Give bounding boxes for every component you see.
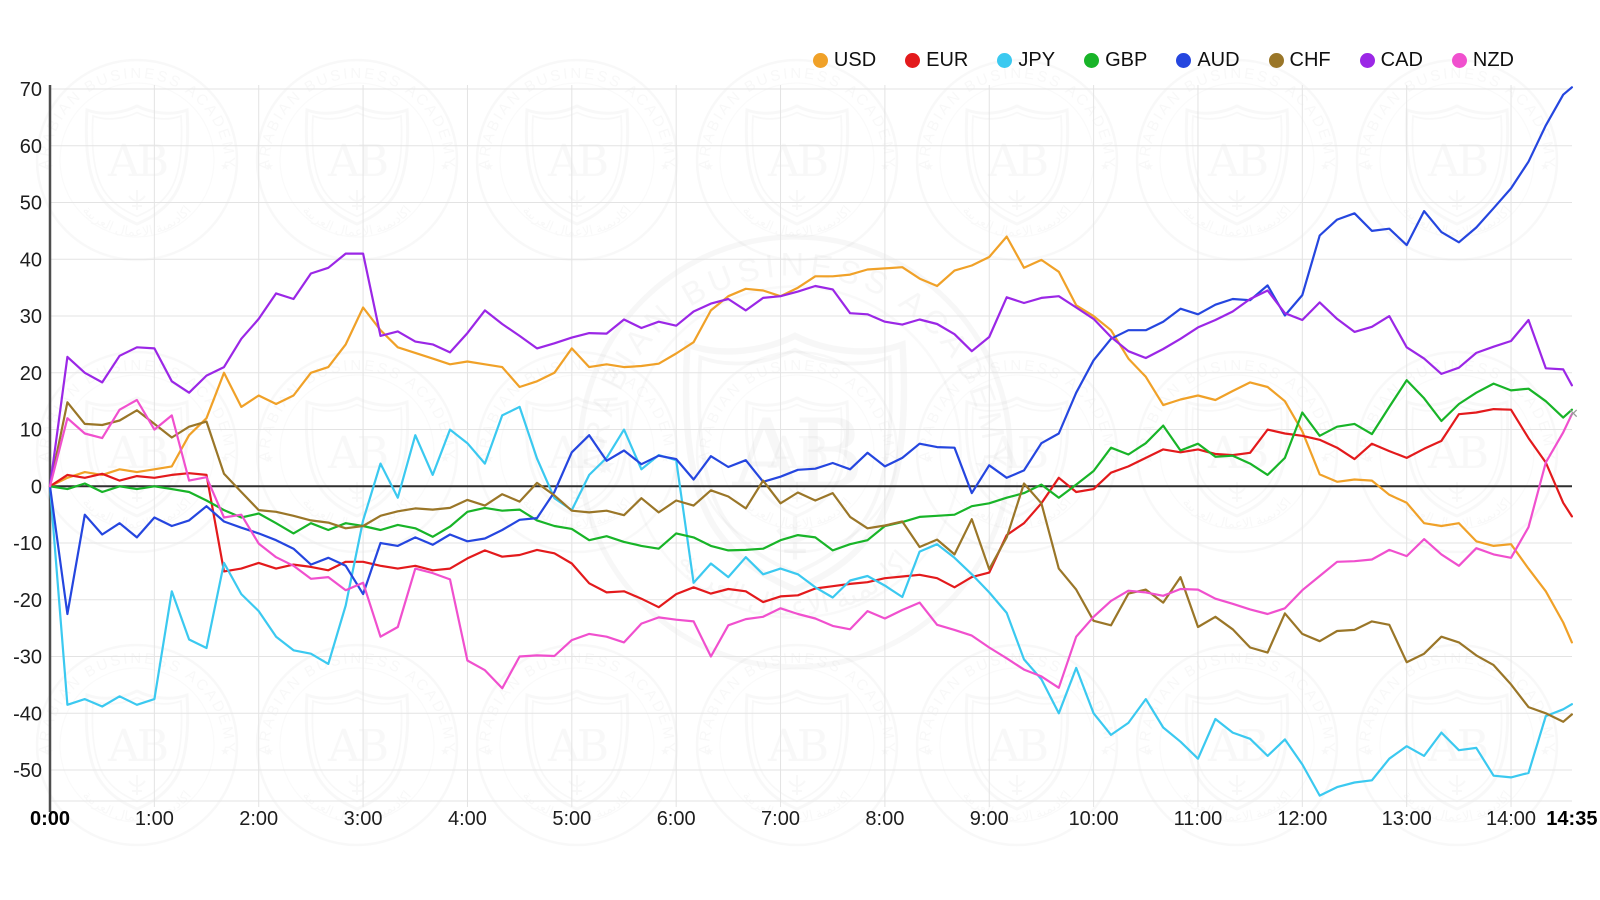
x-tick-label: 4:00 — [448, 808, 487, 830]
watermark-tile — [474, 350, 680, 554]
x-tick-label: 12:00 — [1277, 808, 1327, 830]
legend-dot-nzd — [1451, 53, 1467, 68]
x-tick-label: 14:00 — [1486, 808, 1536, 830]
watermark-tile — [1134, 58, 1340, 262]
x-tick-label: 14:35 — [1546, 808, 1597, 830]
legend-label: JPY — [1018, 49, 1056, 71]
axis-layer — [48, 85, 1572, 812]
x-tick-label: 3:00 — [344, 808, 383, 830]
series-line-cad — [48, 252, 1574, 488]
x-tick-label: 13:00 — [1382, 808, 1432, 830]
watermark-tile — [34, 58, 240, 262]
watermark-layer — [34, 58, 1560, 847]
watermark-tile — [914, 58, 1120, 262]
y-tick-label: 0 — [31, 476, 42, 498]
series-line-jpy — [48, 405, 1574, 797]
legend-label: EUR — [926, 49, 969, 71]
legend-dot-chf — [1268, 53, 1284, 68]
y-tick-label: -20 — [13, 590, 42, 612]
last-value-marker: ✕ — [1568, 406, 1579, 421]
legend-dot-gbp — [1084, 53, 1100, 68]
legend-label: USD — [833, 49, 877, 71]
watermark-tile — [474, 58, 680, 262]
watermark-tile — [1354, 350, 1560, 554]
legend-label: NZD — [1472, 49, 1514, 71]
series-line-nzd — [48, 398, 1574, 690]
y-tick-label: 70 — [20, 79, 42, 101]
series-line-aud — [48, 86, 1574, 616]
y-tick-label: 20 — [20, 363, 42, 385]
axis-labels-layer: 70 60 50 40 30 20 10 0 -10 -20 -30 -40 -50 0:00 1:00 2:… — [13, 79, 1597, 830]
grid-layer — [50, 85, 1572, 807]
y-tick-label: -10 — [13, 533, 42, 555]
x-tick-label: 7:00 — [761, 808, 800, 830]
y-tick-label: 10 — [20, 420, 42, 442]
legend-label: AUD — [1197, 49, 1240, 71]
x-tick-label: 5:00 — [552, 808, 591, 830]
legend-item-aud[interactable]: AUD — [1176, 49, 1240, 72]
watermark-center — [577, 237, 1014, 667]
legend-item-nzd[interactable]: NZD — [1451, 49, 1514, 72]
legend-item-chf[interactable]: CHF — [1268, 49, 1331, 72]
y-tick-label: 30 — [20, 306, 42, 328]
x-tick-label: 2:00 — [239, 808, 278, 830]
y-tick-label: -50 — [13, 760, 42, 782]
series-layer: ✕ — [48, 86, 1579, 797]
x-tick-label: 9:00 — [970, 808, 1009, 830]
legend-dot-cad — [1359, 53, 1375, 68]
legend-dot-jpy — [997, 53, 1013, 68]
legend-item-eur[interactable]: EUR — [905, 49, 968, 72]
series-line-chf — [48, 401, 1574, 723]
watermark-tile — [254, 350, 460, 554]
x-tick-label: 8:00 — [865, 808, 904, 830]
y-tick-label: 60 — [20, 136, 42, 158]
legend-label: GBP — [1105, 49, 1148, 71]
y-tick-label: 40 — [20, 249, 42, 271]
watermark-tile — [34, 350, 240, 554]
legend-label: CAD — [1380, 49, 1423, 71]
watermark-tile — [254, 58, 460, 262]
legend-dot-eur — [905, 53, 921, 68]
x-tick-label: 6:00 — [657, 808, 696, 830]
x-tick-label: 10:00 — [1069, 808, 1119, 830]
legend-dot-aud — [1176, 53, 1192, 68]
legend-item-jpy[interactable]: JPY — [997, 49, 1055, 72]
series-line-usd — [48, 235, 1574, 644]
legend-item-cad[interactable]: CAD — [1359, 49, 1423, 72]
y-tick-label: -30 — [13, 647, 42, 669]
series-line-gbp — [48, 379, 1574, 552]
legend-dot-usd — [812, 53, 828, 68]
y-tick-label: 50 — [20, 193, 42, 215]
watermark-tile — [694, 58, 900, 262]
legend-label: CHF — [1289, 49, 1331, 71]
watermark-tile — [1134, 350, 1340, 554]
x-tick-label: 0:00 — [30, 808, 70, 830]
x-tick-label: 1:00 — [135, 808, 174, 830]
legend-item-gbp[interactable]: GBP — [1084, 49, 1147, 72]
legend-item-usd[interactable]: USD — [812, 49, 877, 72]
legend: USD EUR JPY GBP AUD CHF CAD NZD — [812, 49, 1514, 72]
x-tick-label: 11:00 — [1174, 808, 1223, 830]
y-tick-label: -40 — [13, 703, 42, 725]
